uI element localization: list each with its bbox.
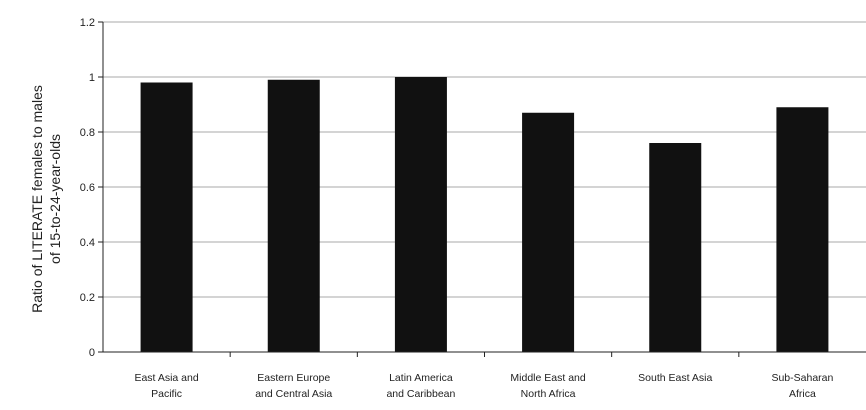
- y-tick-label: 0.6: [80, 182, 95, 194]
- x-category-label: South East Asia: [638, 372, 712, 384]
- bar: [776, 107, 829, 352]
- y-tick-label: 1.2: [80, 17, 95, 29]
- gridlines: [103, 21, 866, 298]
- x-category-label: East Asia and Pacific: [134, 372, 198, 400]
- y-tick-labels: 0 0.2 0.4 0.6 0.8 1 1.2: [80, 17, 95, 359]
- x-category-labels: East Asia and Pacific Eastern Europe and Ce…: [134, 372, 833, 400]
- bar: [267, 79, 320, 352]
- y-tick-label: 0: [89, 347, 95, 359]
- axes: [98, 21, 866, 357]
- y-axis-title: Ratio of LITERATE females to males of 15-…: [29, 85, 63, 313]
- bar: [522, 112, 575, 352]
- y-tick-label: 0.8: [80, 127, 95, 139]
- x-category-label: Middle East and North Africa: [510, 372, 585, 400]
- x-category-label: Sub-Saharan Africa: [771, 372, 833, 400]
- bar: [649, 143, 702, 352]
- bar: [394, 77, 447, 352]
- x-category-label: Latin America and Caribbean: [386, 372, 455, 400]
- x-category-label: Eastern Europe and Central Asia: [255, 372, 332, 400]
- bar: [140, 82, 193, 352]
- y-tick-label: 0.2: [80, 292, 95, 304]
- y-tick-label: 0.4: [80, 237, 95, 249]
- bars: [140, 77, 829, 352]
- y-tick-label: 1: [89, 72, 95, 84]
